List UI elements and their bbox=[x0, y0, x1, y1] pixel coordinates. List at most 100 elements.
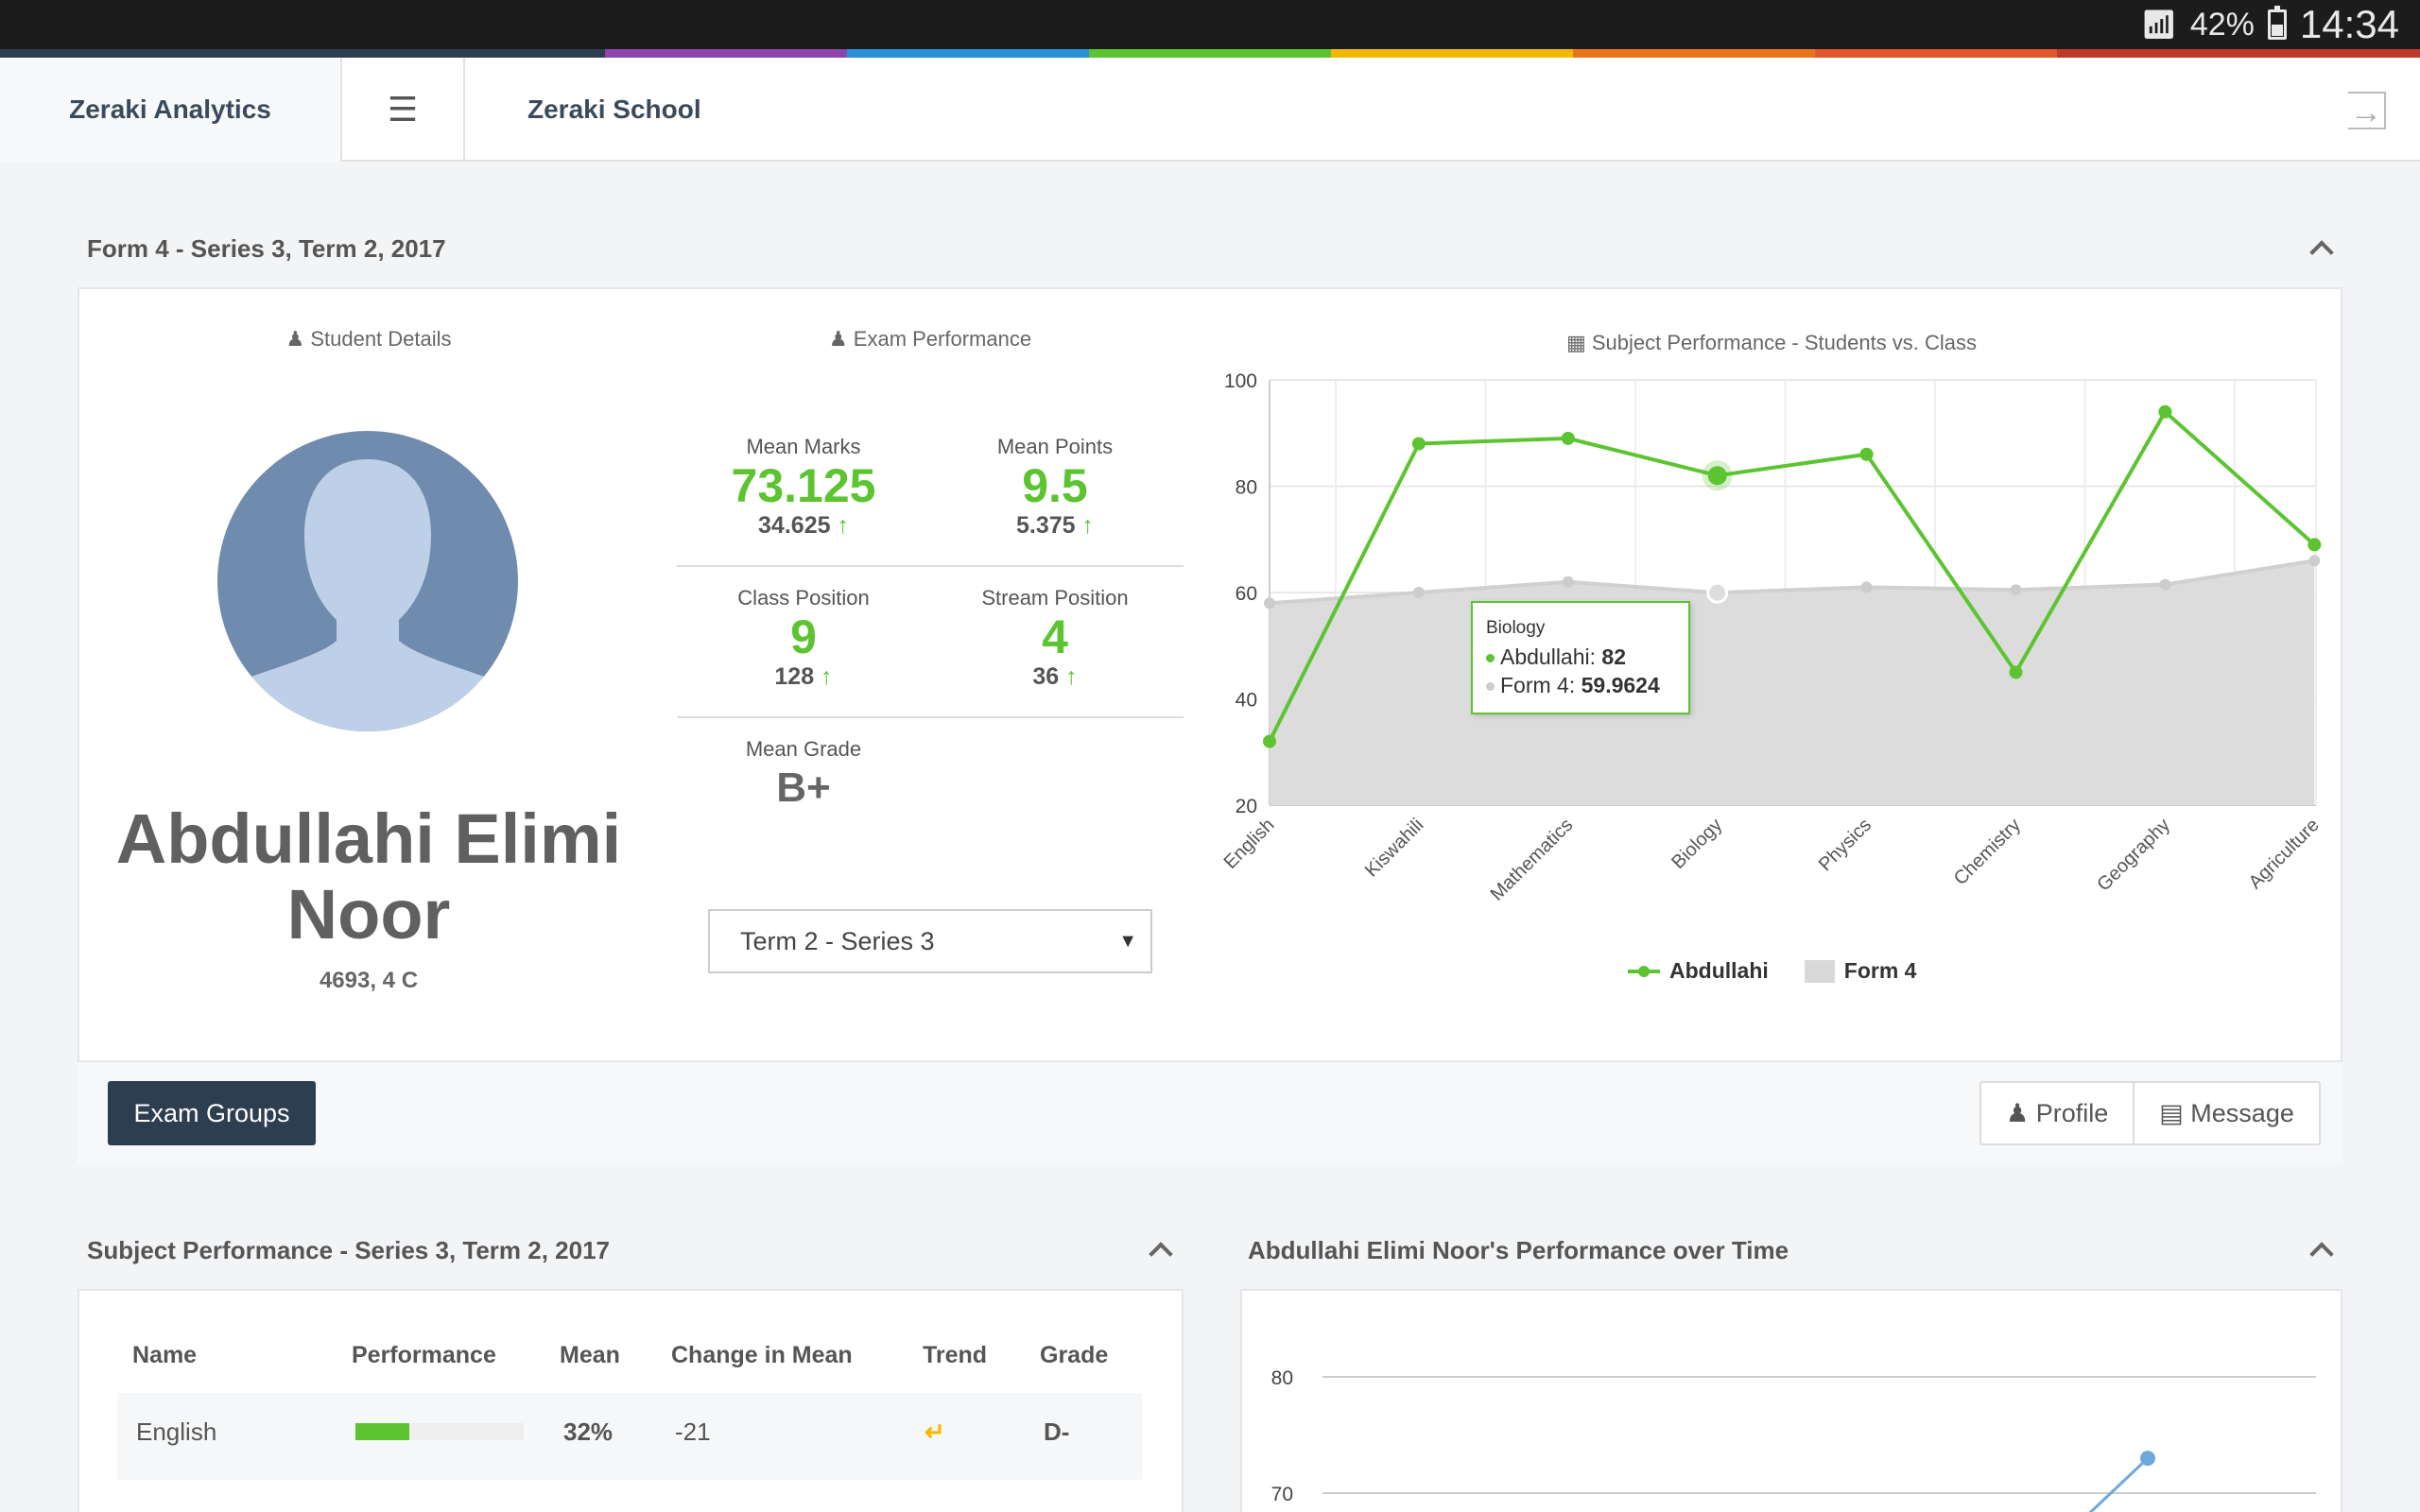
school-name: Zeraki School bbox=[527, 94, 701, 124]
data-point-form4 bbox=[1412, 587, 1425, 598]
data-point-abdullahi bbox=[1859, 447, 1874, 461]
legend-label: Abdullahi bbox=[1669, 958, 1769, 983]
class-position-stat: Class Position 9 128 ↑ bbox=[737, 586, 870, 690]
series-line-abdullahi bbox=[1268, 408, 2316, 743]
app-title[interactable]: Zeraki Analytics bbox=[0, 58, 342, 162]
chart-tooltip: Biology Abdullahi: 82 Form 4: 59.9624 bbox=[1471, 601, 1690, 714]
collapse-icon[interactable] bbox=[1149, 1242, 1173, 1266]
mean-marks-stat: Mean Marks 73.125 34.625 ↑ bbox=[731, 435, 876, 539]
up-arrow-icon: ↑ bbox=[1065, 663, 1078, 690]
subject-performance-chart: 20 40 60 80 100 English Kiswahili Mathematics Bi… bbox=[1220, 370, 2324, 905]
y-tick-label: 20 bbox=[1236, 796, 1257, 817]
subject-change: -21 bbox=[675, 1418, 711, 1446]
x-tick-label: Geography bbox=[2093, 815, 2174, 896]
user-icon: ♟ bbox=[2006, 1099, 2030, 1127]
data-point-form4 bbox=[1562, 576, 1574, 588]
avatar bbox=[217, 431, 518, 731]
trend-down-icon: ↵ bbox=[925, 1418, 945, 1446]
section-title: Form 4 - Series 3, Term 2, 2017 bbox=[87, 234, 446, 263]
y-tick-label: 40 bbox=[1236, 690, 1257, 712]
col-header-name[interactable]: Name bbox=[132, 1342, 198, 1368]
time-chart-panel bbox=[1240, 1289, 2342, 1512]
series-line bbox=[2088, 1457, 2150, 1512]
menu-toggle-button[interactable]: ☰ bbox=[342, 58, 465, 162]
person-silhouette-icon bbox=[246, 459, 490, 731]
bar-chart-icon: ▦ bbox=[1565, 331, 1586, 354]
subject-mean: 32% bbox=[563, 1418, 614, 1446]
col-header-trend[interactable]: Trend bbox=[923, 1342, 988, 1368]
divider bbox=[677, 716, 1184, 718]
x-tick-label: Biology bbox=[1668, 815, 1726, 873]
profile-button[interactable]: ♟ Profile bbox=[2006, 1099, 2109, 1127]
logout-icon[interactable]: → bbox=[2348, 92, 2386, 130]
performance-bar-fill bbox=[355, 1423, 409, 1440]
data-point-form4 bbox=[2010, 584, 2022, 596]
subject-section-title: Subject Performance - Series 3, Term 2, … bbox=[87, 1236, 611, 1264]
student-details-title: ♟ Student Details bbox=[285, 327, 452, 351]
x-tick-label: English bbox=[1220, 815, 1279, 873]
data-point-abdullahi bbox=[2308, 538, 2322, 552]
x-tick-label: Kiswahili bbox=[1361, 815, 1428, 882]
x-tick-label: Agriculture bbox=[2245, 815, 2324, 893]
data-point-form4 bbox=[1264, 597, 1275, 610]
data-point bbox=[2140, 1451, 2155, 1467]
data-point-form4 bbox=[2159, 578, 2171, 591]
chart-title: ▦ Subject Performance - Students vs. Cla… bbox=[1565, 331, 1978, 354]
col-header-mean[interactable]: Mean bbox=[560, 1342, 620, 1368]
x-tick-label: Chemistry bbox=[1950, 815, 2025, 889]
stream-position-stat: Stream Position 4 36 ↑ bbox=[981, 586, 1129, 690]
mean-points-stat: Mean Points 9.5 5.375 ↑ bbox=[996, 435, 1114, 539]
x-tick-label: Mathematics bbox=[1487, 815, 1578, 905]
data-point-form4 bbox=[1860, 581, 1873, 593]
y-tick-label: 100 bbox=[1224, 370, 1257, 392]
data-point-abdullahi bbox=[1707, 466, 1727, 486]
up-arrow-icon: ↑ bbox=[837, 512, 849, 539]
system-status-bar: 📶︎ 42% 14:34 bbox=[0, 0, 2420, 49]
legend-item-student[interactable]: Abdullahi bbox=[1628, 958, 1769, 984]
legend-item-class[interactable]: Form 4 bbox=[1804, 958, 1916, 984]
message-icon: ▤ bbox=[2159, 1099, 2184, 1127]
brand-color-strip bbox=[0, 49, 2420, 58]
series-line-form4 bbox=[1269, 558, 2315, 606]
collapse-icon[interactable] bbox=[2309, 240, 2334, 265]
subject-grade: D- bbox=[1044, 1418, 1070, 1446]
col-header-performance[interactable]: Performance bbox=[352, 1342, 496, 1368]
dropdown-caret-icon: ▼ bbox=[1118, 931, 1137, 952]
up-arrow-icon: ↑ bbox=[1081, 512, 1095, 539]
col-header-change[interactable]: Change in Mean bbox=[671, 1342, 853, 1368]
panel-footer bbox=[78, 1060, 2342, 1164]
action-button-group: ♟ Profile ▤ Message bbox=[1979, 1081, 2321, 1145]
performance-over-time-chart: 70 80 bbox=[1271, 1367, 2316, 1512]
data-point-abdullahi bbox=[2158, 404, 2172, 419]
series-area-form4 bbox=[1270, 560, 2315, 805]
wifi-icon: 📶︎ bbox=[2140, 9, 2177, 41]
exam-performance-title: ♟ Exam Performance bbox=[828, 327, 1032, 351]
data-point-abdullahi bbox=[1263, 734, 1276, 748]
data-point-abdullahi bbox=[1411, 437, 1426, 451]
y-tick-label: 60 bbox=[1236, 583, 1257, 605]
chart-legend: Abdullahi Form 4 bbox=[1628, 958, 1916, 984]
subject-name: English bbox=[136, 1418, 217, 1446]
data-point-abdullahi bbox=[2009, 665, 2023, 679]
exam-groups-button[interactable]: Exam Groups bbox=[108, 1081, 316, 1145]
col-header-grade[interactable]: Grade bbox=[1040, 1342, 1109, 1368]
collapse-icon[interactable] bbox=[2309, 1242, 2334, 1266]
data-point-abdullahi bbox=[1561, 431, 1575, 445]
user-icon: ♟ bbox=[828, 327, 848, 351]
user-icon: ♟ bbox=[285, 327, 305, 351]
up-arrow-icon: ↑ bbox=[821, 663, 833, 690]
battery-percent: 42% bbox=[2189, 6, 2255, 43]
divider bbox=[677, 565, 1184, 567]
student-id: 4693, 4 C bbox=[319, 968, 419, 993]
message-button[interactable]: ▤ Message bbox=[2133, 1083, 2319, 1143]
table-row[interactable] bbox=[117, 1393, 1142, 1480]
clock: 14:34 bbox=[2299, 2, 2399, 46]
y-tick-label: 80 bbox=[1271, 1367, 1293, 1389]
data-point-form4 bbox=[1706, 581, 1729, 604]
time-section-title: Abdullahi Elimi Noor's Performance over … bbox=[1248, 1236, 1789, 1264]
y-tick-label: 70 bbox=[1271, 1484, 1293, 1505]
term-series-select[interactable]: Term 2 - Series 3 ▼ bbox=[708, 909, 1152, 973]
hamburger-icon: ☰ bbox=[387, 90, 419, 129]
battery-icon bbox=[2267, 6, 2287, 40]
y-tick-label: 80 bbox=[1236, 477, 1257, 499]
